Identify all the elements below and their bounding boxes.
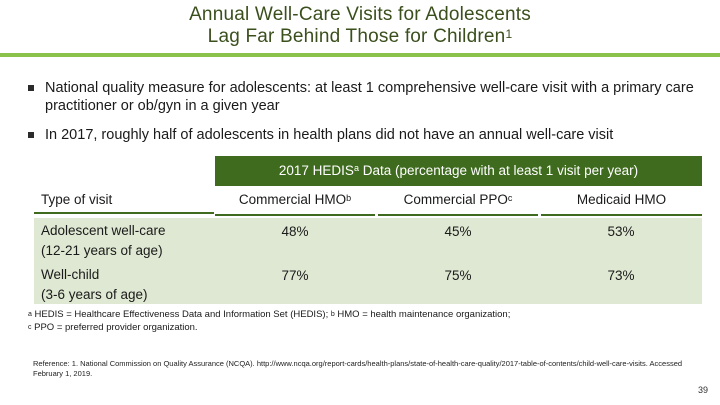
bullet-text-2: In 2017, roughly half of adolescents in …: [45, 127, 614, 143]
bullet-point-1: National quality measure for adolescents…: [28, 79, 700, 115]
bullet-point-2: In 2017, roughly half of adolescents in …: [28, 126, 700, 144]
footnote-line-1: a HEDIS = Healthcare Effectiveness Data …: [28, 309, 511, 320]
column-header-commercial-hmo: Commercial HMOb: [215, 186, 375, 216]
table-row: Adolescent well-care (12-21 years of age…: [34, 218, 702, 264]
bullet-square-icon: [28, 85, 34, 91]
cell-commercial-hmo: 48%: [281, 224, 309, 239]
header-footnote-marker: a: [353, 163, 359, 173]
title-footnote-marker: 1: [505, 27, 513, 41]
cell-medicaid-hmo: 53%: [607, 224, 635, 239]
bullet-text-1: National quality measure for adolescents…: [45, 80, 694, 114]
cell-commercial-ppo: 45%: [444, 224, 472, 239]
cell-commercial-ppo: 75%: [444, 268, 472, 283]
row-label: Well-child (3-6 years of age): [41, 267, 148, 302]
column-header-commercial-ppo: Commercial PPOc: [378, 186, 538, 216]
cell-medicaid-hmo: 73%: [607, 268, 635, 283]
slide-title: Annual Well-Care Visits for Adolescents …: [0, 4, 720, 48]
column-header-type: Type of visit: [34, 186, 214, 214]
bullet-square-icon: [28, 132, 34, 138]
title-line-2: Lag Far Behind Those for Children1: [207, 26, 513, 47]
cell-commercial-hmo: 77%: [281, 268, 309, 283]
table-footnotes: a HEDIS = Healthcare Effectiveness Data …: [28, 308, 688, 334]
table-group-header: 2017 HEDISa Data (percentage with at lea…: [215, 156, 702, 186]
footnote-line-2: c PPO = preferred provider organization.: [28, 322, 198, 333]
row-label: Adolescent well-care (12-21 years of age…: [41, 223, 166, 258]
column-header-medicaid-hmo: Medicaid HMO: [541, 186, 702, 216]
reference-text: Reference: 1. National Commission on Qua…: [33, 359, 683, 378]
title-line-1: Annual Well-Care Visits for Adolescents: [189, 4, 531, 25]
page-number: 39: [697, 385, 708, 395]
table-row: Well-child (3-6 years of age) 77% 75% 73…: [34, 262, 702, 304]
table-column-headers: Type of visit Commercial HMOb Commercial…: [0, 186, 720, 216]
accent-rule: [0, 53, 720, 57]
